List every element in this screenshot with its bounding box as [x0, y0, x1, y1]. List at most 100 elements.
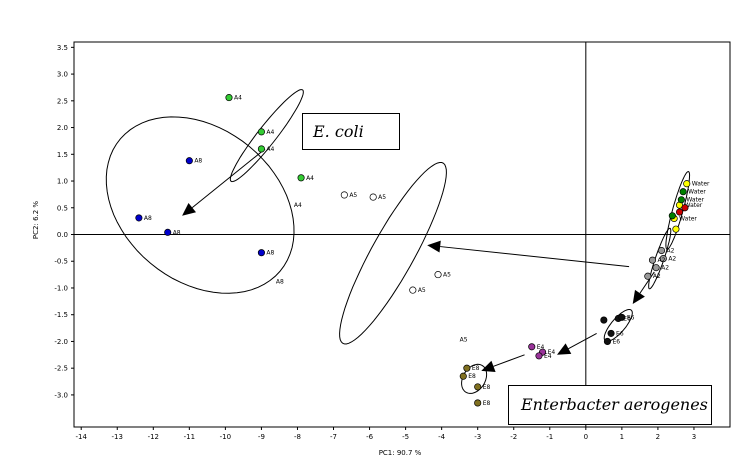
y-tick-label: 2.5 [57, 97, 68, 105]
point-label: E6 [616, 330, 624, 337]
data-point [257, 249, 265, 257]
data-point [672, 225, 680, 233]
point-label: E8 [472, 365, 480, 372]
point-label: E6 [623, 315, 631, 322]
y-axis-label: PC2: 6.2 % [32, 201, 40, 240]
y-tick-label: 2.0 [57, 124, 68, 132]
x-tick-label: -14 [75, 433, 87, 441]
point-label: Water [686, 197, 704, 204]
point-label: E4 [544, 353, 552, 360]
point-label: Water [692, 181, 710, 188]
point-label: A2 [653, 273, 661, 280]
x-tick-label: -5 [402, 433, 409, 441]
point-label: E6 [612, 338, 620, 345]
x-tick-label: 1 [620, 433, 624, 441]
data-point [409, 286, 417, 294]
arrow-shaft [493, 354, 525, 367]
arrow-head [632, 289, 645, 304]
data-point [528, 343, 536, 351]
point-label: A2 [667, 248, 675, 255]
y-tick-label: 1.0 [57, 178, 68, 186]
y-tick-label: -2.5 [54, 365, 68, 373]
point-label: A4 [266, 146, 274, 153]
y-tick-label: -3.0 [54, 391, 68, 399]
annotation-enterobacter: Enterbacter aerogenes [508, 385, 712, 425]
ellipse-e8 [461, 363, 488, 394]
point-label: E8 [468, 373, 476, 380]
arrow-head [427, 240, 441, 253]
y-tick-label: -1.0 [54, 284, 68, 292]
y-tick-label: -1.5 [54, 311, 68, 319]
y-tick-label: 3.0 [57, 71, 68, 79]
ellipse-a8 [105, 116, 295, 294]
point-label: A2 [661, 265, 669, 272]
x-tick-label: 2 [656, 433, 660, 441]
x-tick-label: -13 [112, 433, 123, 441]
point-label: E4 [548, 349, 556, 356]
point-label: A2 [658, 257, 666, 264]
y-tick-label: 0.5 [57, 204, 68, 212]
data-point [679, 188, 687, 196]
arrow-shaft [568, 332, 597, 350]
cluster-ellipses [105, 89, 691, 394]
point-label: Water [685, 202, 703, 209]
ellipse-water [665, 170, 691, 250]
data-point [434, 271, 442, 279]
point-label: A5 [460, 336, 468, 343]
x-tick-label: -6 [366, 433, 374, 441]
x-tick-label: -7 [330, 433, 337, 441]
point-label: A5 [378, 194, 386, 201]
data-point [340, 191, 348, 199]
ellipse-a4 [229, 89, 304, 183]
data-point [463, 364, 471, 372]
x-tick-label: -11 [184, 433, 195, 441]
x-tick-label: -2 [510, 433, 517, 441]
arrow-head [557, 343, 572, 355]
y-tick-label: -2.0 [54, 338, 68, 346]
point-label: A2 [668, 256, 676, 263]
point-label: A8 [276, 279, 284, 286]
x-tick-label: -10 [220, 433, 231, 441]
point-label: A8 [194, 158, 202, 165]
arrow-shaft [639, 271, 655, 294]
x-tick-label: 3 [692, 433, 696, 441]
data-point [677, 196, 685, 204]
y-tick-label: 0.0 [57, 231, 68, 239]
data-point [474, 383, 482, 391]
data-point [135, 214, 143, 222]
data-point [652, 264, 660, 272]
x-tick-label: -8 [294, 433, 301, 441]
x-tick-label: -12 [148, 433, 159, 441]
point-label: A5 [349, 192, 357, 199]
data-point [675, 208, 684, 216]
arrow-shaft [191, 148, 266, 209]
data-point [603, 337, 612, 345]
point-label: A8 [144, 215, 152, 222]
data-point [681, 204, 689, 212]
data-point [225, 94, 233, 102]
data-point [683, 180, 691, 188]
point-label: A8 [266, 250, 274, 257]
data-point [668, 212, 676, 220]
point-label: E4 [537, 344, 545, 351]
arrow-shaft [440, 246, 630, 268]
data-point [535, 352, 543, 360]
x-tick-label: -1 [546, 433, 553, 441]
data-point [618, 313, 626, 321]
y-tick-label: -0.5 [54, 258, 68, 266]
data-point [607, 329, 615, 337]
point-label: A5 [418, 287, 426, 294]
data-point [648, 256, 657, 264]
arrow-head [481, 360, 496, 372]
trajectory-arrows [182, 148, 655, 372]
y-tick-label: 3.5 [57, 44, 68, 52]
point-label: Water [679, 215, 697, 222]
y-tick-label: 1.5 [57, 151, 68, 159]
point-label: A8 [173, 229, 181, 236]
point-label: A4 [234, 95, 242, 102]
arrow-head [182, 203, 196, 216]
data-point [185, 157, 193, 165]
data-point [257, 128, 265, 136]
